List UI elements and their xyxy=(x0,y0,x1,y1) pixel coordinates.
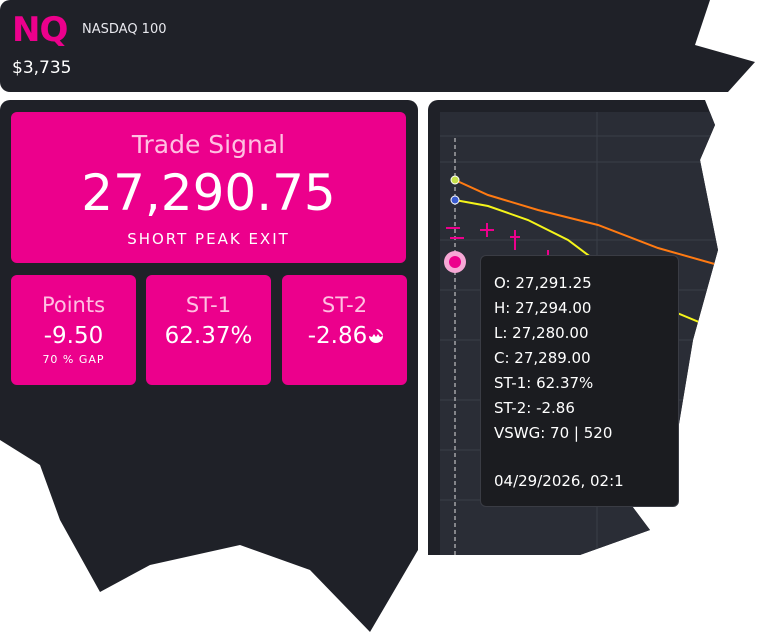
signal-label: SHORT PEAK EXIT xyxy=(127,230,290,248)
header xyxy=(0,0,755,92)
stat-value: -2.86 xyxy=(307,323,368,349)
stat-value: 62.37% xyxy=(164,323,253,349)
tooltip-line: H: 27,294.00 xyxy=(494,299,592,317)
tooltip-line: ST-1: 62.37% xyxy=(494,374,594,392)
stat-card: ST-1 62.37% xyxy=(146,275,271,385)
stat-title: ST-2 xyxy=(321,293,368,317)
signal-value: 27,290.75 xyxy=(81,164,336,222)
tooltip-line: ST-2: -2.86 xyxy=(494,399,575,417)
stat-title: ST-1 xyxy=(185,293,232,317)
stat-icon xyxy=(369,329,383,343)
tooltip-line: VSWG: 70 | 520 xyxy=(494,424,613,442)
tooltip: O: 27,291.25 H: 27,294.00 L: 27,280.00 C… xyxy=(480,255,679,507)
tooltip-line: C: 27,289.00 xyxy=(494,349,591,367)
stat-note: 70 % GAP xyxy=(42,353,105,366)
instrument-name: NASDAQ 100 xyxy=(82,22,167,37)
symbol: NQ xyxy=(12,10,68,50)
tooltip-date: 04/29/2026, 02:1 xyxy=(494,472,624,490)
tooltip-line: L: 27,280.00 xyxy=(494,324,589,342)
stat-value: -9.50 xyxy=(43,323,104,349)
stat-title: Points xyxy=(41,293,106,317)
stat-card: ST-2 -2.86 xyxy=(282,275,407,385)
signal-card: Trade Signal 27,290.75 SHORT PEAK EXIT xyxy=(11,112,406,263)
price: $3,735 xyxy=(12,58,72,78)
signal-title: Trade Signal xyxy=(131,130,286,159)
stat-card: Points -9.50 70 % GAP xyxy=(11,275,136,385)
tooltip-line: O: 27,291.25 xyxy=(494,274,592,292)
